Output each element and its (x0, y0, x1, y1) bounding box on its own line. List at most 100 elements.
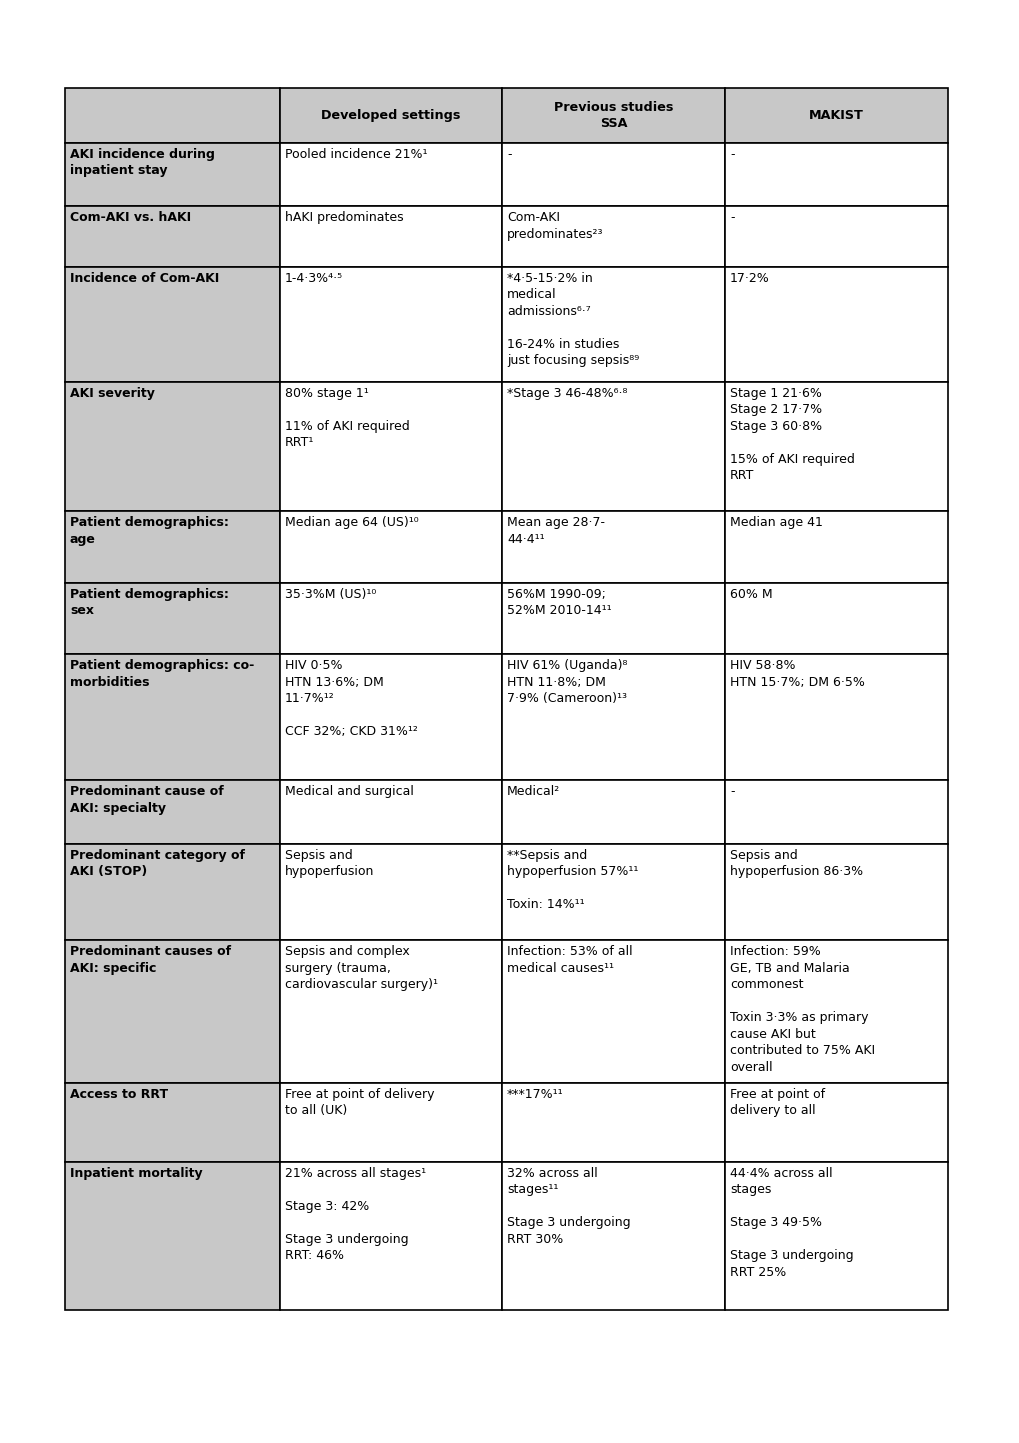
Text: Free at point of
delivery to all: Free at point of delivery to all (730, 1088, 824, 1117)
Bar (725, 511, 947, 583)
Text: Pooled incidence 21%¹: Pooled incidence 21%¹ (284, 147, 427, 160)
Bar (725, 267, 947, 382)
Bar (501, 206, 725, 267)
Text: Patient demographics:
age: Patient demographics: age (70, 517, 228, 545)
Bar (280, 654, 501, 781)
Text: Developed settings: Developed settings (321, 108, 461, 121)
Text: MAKIST: MAKIST (808, 108, 863, 121)
Bar (501, 941, 725, 1082)
Bar (501, 844, 725, 941)
Bar (501, 1162, 725, 1310)
Text: Mean age 28·7-
44·4¹¹: Mean age 28·7- 44·4¹¹ (506, 517, 604, 545)
Bar (280, 88, 501, 143)
Text: Predominant cause of
AKI: specialty: Predominant cause of AKI: specialty (70, 785, 223, 815)
Bar (280, 844, 501, 941)
Text: *4·5-15·2% in
medical
admissions⁶·⁷

16-24% in studies
just focusing sepsis⁸⁹: *4·5-15·2% in medical admissions⁶·⁷ 16-2… (506, 271, 639, 368)
Bar (65, 382, 280, 511)
Text: HIV 0·5%
HTN 13·6%; DM
11·7%¹²

CCF 32%; CKD 31%¹²: HIV 0·5% HTN 13·6%; DM 11·7%¹² CCF 32%; … (284, 659, 418, 737)
Text: Com-AKI vs. hAKI: Com-AKI vs. hAKI (70, 212, 191, 225)
Bar (65, 1162, 280, 1310)
Bar (65, 844, 280, 941)
Bar (725, 1162, 947, 1310)
Text: Medical²: Medical² (506, 785, 559, 798)
Bar (501, 654, 725, 781)
Bar (501, 88, 725, 143)
Text: ***17%¹¹: ***17%¹¹ (506, 1088, 564, 1101)
Text: Sepsis and complex
surgery (trauma,
cardiovascular surgery)¹: Sepsis and complex surgery (trauma, card… (284, 945, 437, 991)
Text: hAKI predominates: hAKI predominates (284, 212, 404, 225)
Text: 35·3%M (US)¹⁰: 35·3%M (US)¹⁰ (284, 587, 376, 600)
Text: Predominant category of
AKI (STOP): Predominant category of AKI (STOP) (70, 848, 245, 879)
Bar (65, 1082, 280, 1162)
Text: **Sepsis and
hypoperfusion 57%¹¹

Toxin: 14%¹¹: **Sepsis and hypoperfusion 57%¹¹ Toxin: … (506, 848, 638, 912)
Bar (65, 206, 280, 267)
Bar (501, 267, 725, 382)
Text: Patient demographics: co-
morbidities: Patient demographics: co- morbidities (70, 659, 254, 688)
Text: Stage 1 21·6%
Stage 2 17·7%
Stage 3 60·8%

15% of AKI required
RRT: Stage 1 21·6% Stage 2 17·7% Stage 3 60·8… (730, 387, 854, 482)
Bar (65, 781, 280, 844)
Bar (280, 206, 501, 267)
Text: Access to RRT: Access to RRT (70, 1088, 168, 1101)
Bar (501, 382, 725, 511)
Bar (65, 654, 280, 781)
Text: -: - (730, 785, 734, 798)
Text: 80% stage 1¹

11% of AKI required
RRT¹: 80% stage 1¹ 11% of AKI required RRT¹ (284, 387, 410, 449)
Bar (280, 583, 501, 654)
Text: 44·4% across all
stages

Stage 3 49·5%

Stage 3 undergoing
RRT 25%: 44·4% across all stages Stage 3 49·5% St… (730, 1167, 853, 1278)
Bar (280, 1082, 501, 1162)
Text: AKI severity: AKI severity (70, 387, 155, 400)
Bar (501, 583, 725, 654)
Text: 32% across all
stages¹¹

Stage 3 undergoing
RRT 30%: 32% across all stages¹¹ Stage 3 undergoi… (506, 1167, 630, 1245)
Text: Incidence of Com-AKI: Incidence of Com-AKI (70, 271, 219, 284)
Bar (725, 382, 947, 511)
Bar (725, 88, 947, 143)
Text: Infection: 59%
GE, TB and Malaria
commonest

Toxin 3·3% as primary
cause AKI but: Infection: 59% GE, TB and Malaria common… (730, 945, 874, 1074)
Text: Previous studies
SSA: Previous studies SSA (553, 101, 673, 130)
Bar (501, 781, 725, 844)
Bar (725, 654, 947, 781)
Bar (280, 143, 501, 206)
Text: Patient demographics:
sex: Patient demographics: sex (70, 587, 228, 618)
Bar (280, 511, 501, 583)
Bar (65, 143, 280, 206)
Bar (725, 206, 947, 267)
Text: -: - (730, 212, 734, 225)
Text: Median age 64 (US)¹⁰: Median age 64 (US)¹⁰ (284, 517, 418, 530)
Text: 60% M: 60% M (730, 587, 771, 600)
Bar (725, 1082, 947, 1162)
Bar (725, 583, 947, 654)
Bar (280, 781, 501, 844)
Bar (280, 382, 501, 511)
Bar (725, 941, 947, 1082)
Text: 17·2%: 17·2% (730, 271, 769, 284)
Text: Sepsis and
hypoperfusion 86·3%: Sepsis and hypoperfusion 86·3% (730, 848, 862, 879)
Bar (65, 511, 280, 583)
Text: HIV 58·8%
HTN 15·7%; DM 6·5%: HIV 58·8% HTN 15·7%; DM 6·5% (730, 659, 864, 688)
Bar (280, 941, 501, 1082)
Text: 21% across all stages¹

Stage 3: 42%

Stage 3 undergoing
RRT: 46%: 21% across all stages¹ Stage 3: 42% Stag… (284, 1167, 426, 1263)
Bar (725, 143, 947, 206)
Bar (280, 1162, 501, 1310)
Bar (65, 941, 280, 1082)
Text: -: - (506, 147, 511, 160)
Text: -: - (730, 147, 734, 160)
Bar (65, 583, 280, 654)
Text: *Stage 3 46-48%⁶·⁸: *Stage 3 46-48%⁶·⁸ (506, 387, 627, 400)
Bar (501, 1082, 725, 1162)
Text: 1-4·3%⁴·⁵: 1-4·3%⁴·⁵ (284, 271, 342, 284)
Text: Median age 41: Median age 41 (730, 517, 822, 530)
Text: Free at point of delivery
to all (UK): Free at point of delivery to all (UK) (284, 1088, 434, 1117)
Text: Inpatient mortality: Inpatient mortality (70, 1167, 203, 1180)
Text: HIV 61% (Uganda)⁸
HTN 11·8%; DM
7·9% (Cameroon)¹³: HIV 61% (Uganda)⁸ HTN 11·8%; DM 7·9% (Ca… (506, 659, 627, 706)
Text: 56%M 1990-09;
52%M 2010-14¹¹: 56%M 1990-09; 52%M 2010-14¹¹ (506, 587, 611, 618)
Text: Medical and surgical: Medical and surgical (284, 785, 414, 798)
Bar (725, 781, 947, 844)
Bar (280, 267, 501, 382)
Text: AKI incidence during
inpatient stay: AKI incidence during inpatient stay (70, 147, 215, 177)
Bar (65, 88, 280, 143)
Text: Infection: 53% of all
medical causes¹¹: Infection: 53% of all medical causes¹¹ (506, 945, 632, 975)
Text: Sepsis and
hypoperfusion: Sepsis and hypoperfusion (284, 848, 374, 879)
Bar (501, 143, 725, 206)
Bar (65, 267, 280, 382)
Bar (725, 844, 947, 941)
